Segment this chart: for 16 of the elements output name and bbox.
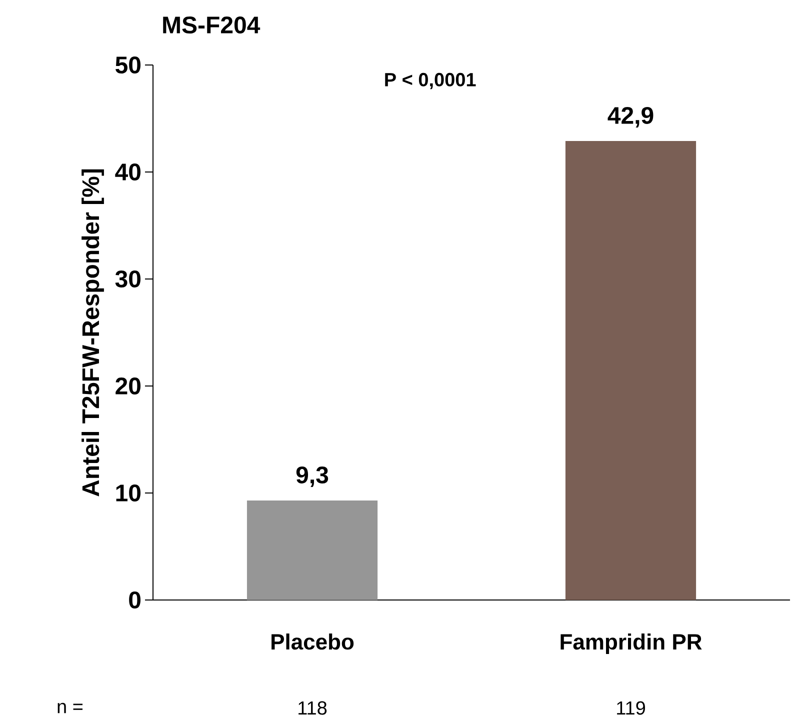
data-label: 9,3 [296, 466, 328, 487]
text: 119 [617, 701, 646, 715]
y-tick-label: 0 [129, 591, 140, 608]
y-tick-label: 10 [116, 484, 140, 502]
text: n = [58, 702, 83, 714]
y-tick-label: 30 [115, 270, 140, 288]
y-tick-label: 50 [116, 56, 140, 74]
text: 118 [298, 701, 327, 715]
chart-title: MS-F204 [163, 16, 260, 34]
y-tick-label: 20 [116, 377, 140, 394]
x-tick-label: Fampridin PR [560, 634, 702, 654]
data-label: 42,9 [608, 106, 654, 128]
annotation: P < 0,0001 [385, 72, 476, 90]
y-axis-title: Anteil T25FW-Responder [%] [82, 169, 104, 496]
y-tick-label: 40 [115, 163, 140, 180]
x-tick-label: Placebo [272, 634, 354, 650]
